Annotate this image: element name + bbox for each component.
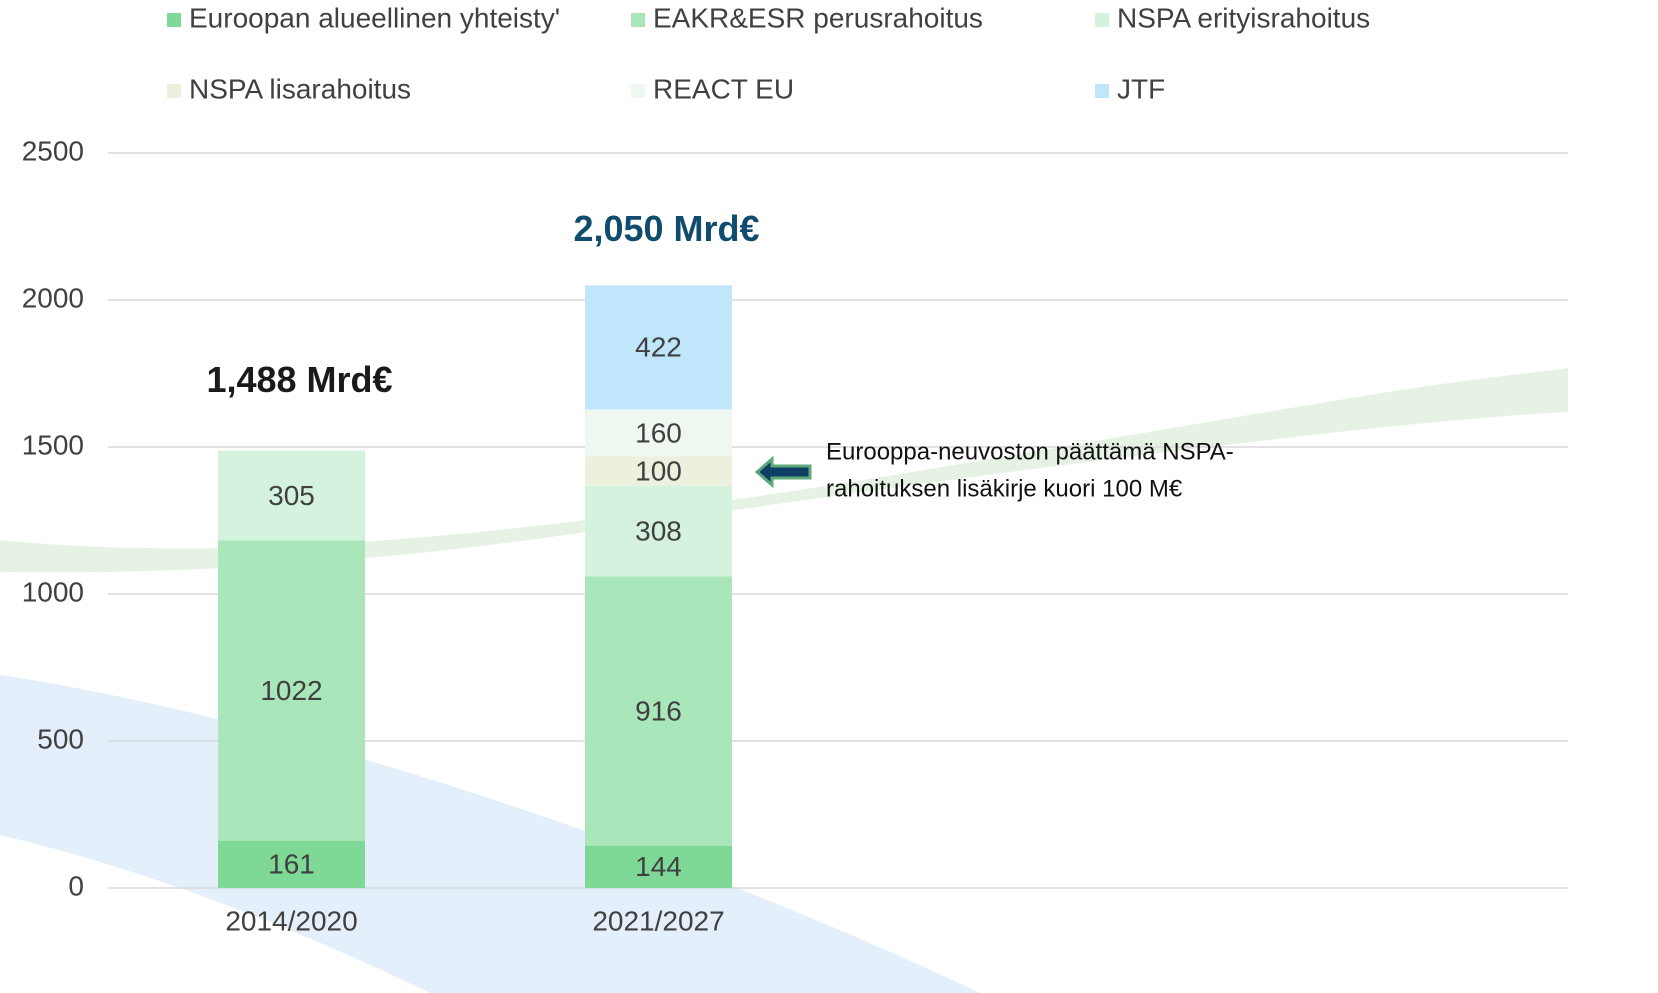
data-label: 916: [635, 695, 682, 726]
data-label: 422: [635, 332, 682, 363]
y-tick-label: 0: [68, 870, 84, 901]
data-label: 305: [268, 480, 315, 511]
legend-swatch: [631, 13, 645, 27]
legend-label: REACT EU: [653, 73, 794, 104]
legend-label: NSPA erityisrahoitus: [1117, 2, 1370, 33]
legend-label: JTF: [1117, 73, 1165, 104]
legend-label: Euroopan alueellinen yhteisty': [189, 2, 560, 33]
data-label: 100: [635, 455, 682, 486]
x-tick-label: 2014/2020: [225, 905, 357, 936]
annotation-line: rahoituksen lisäkirje kuori 100 M€: [826, 475, 1183, 502]
y-tick-label: 1000: [22, 576, 84, 607]
legend-swatch: [167, 84, 181, 98]
chart: Eurooppa-neuvoston päättämä NSPA- rahoit…: [0, 0, 1658, 993]
total-label: 1,488 Mrd€: [206, 359, 392, 400]
y-tick-label: 1500: [22, 429, 84, 460]
data-label: 144: [635, 851, 682, 882]
annotation-arrow: [757, 459, 810, 485]
data-label: 160: [635, 417, 682, 448]
x-tick-label: 2021/2027: [592, 905, 724, 936]
data-label: 161: [268, 849, 315, 880]
y-tick-label: 2500: [22, 135, 84, 166]
legend-label: EAKR&ESR perusrahoitus: [653, 2, 983, 33]
legend-swatch: [631, 84, 645, 98]
data-label: 308: [635, 515, 682, 546]
background-swoosh-blue: [0, 675, 980, 993]
legend-swatch: [167, 13, 181, 27]
y-tick-label: 2000: [22, 282, 84, 313]
legend-swatch: [1095, 84, 1109, 98]
total-label: 2,050 Mrd€: [573, 208, 759, 249]
y-tick-label: 500: [37, 723, 84, 754]
data-label: 1022: [260, 675, 322, 706]
legend-label: NSPA lisarahoitus: [189, 73, 411, 104]
annotation-line: Eurooppa-neuvoston päättämä NSPA-: [826, 438, 1234, 465]
legend-swatch: [1095, 13, 1109, 27]
